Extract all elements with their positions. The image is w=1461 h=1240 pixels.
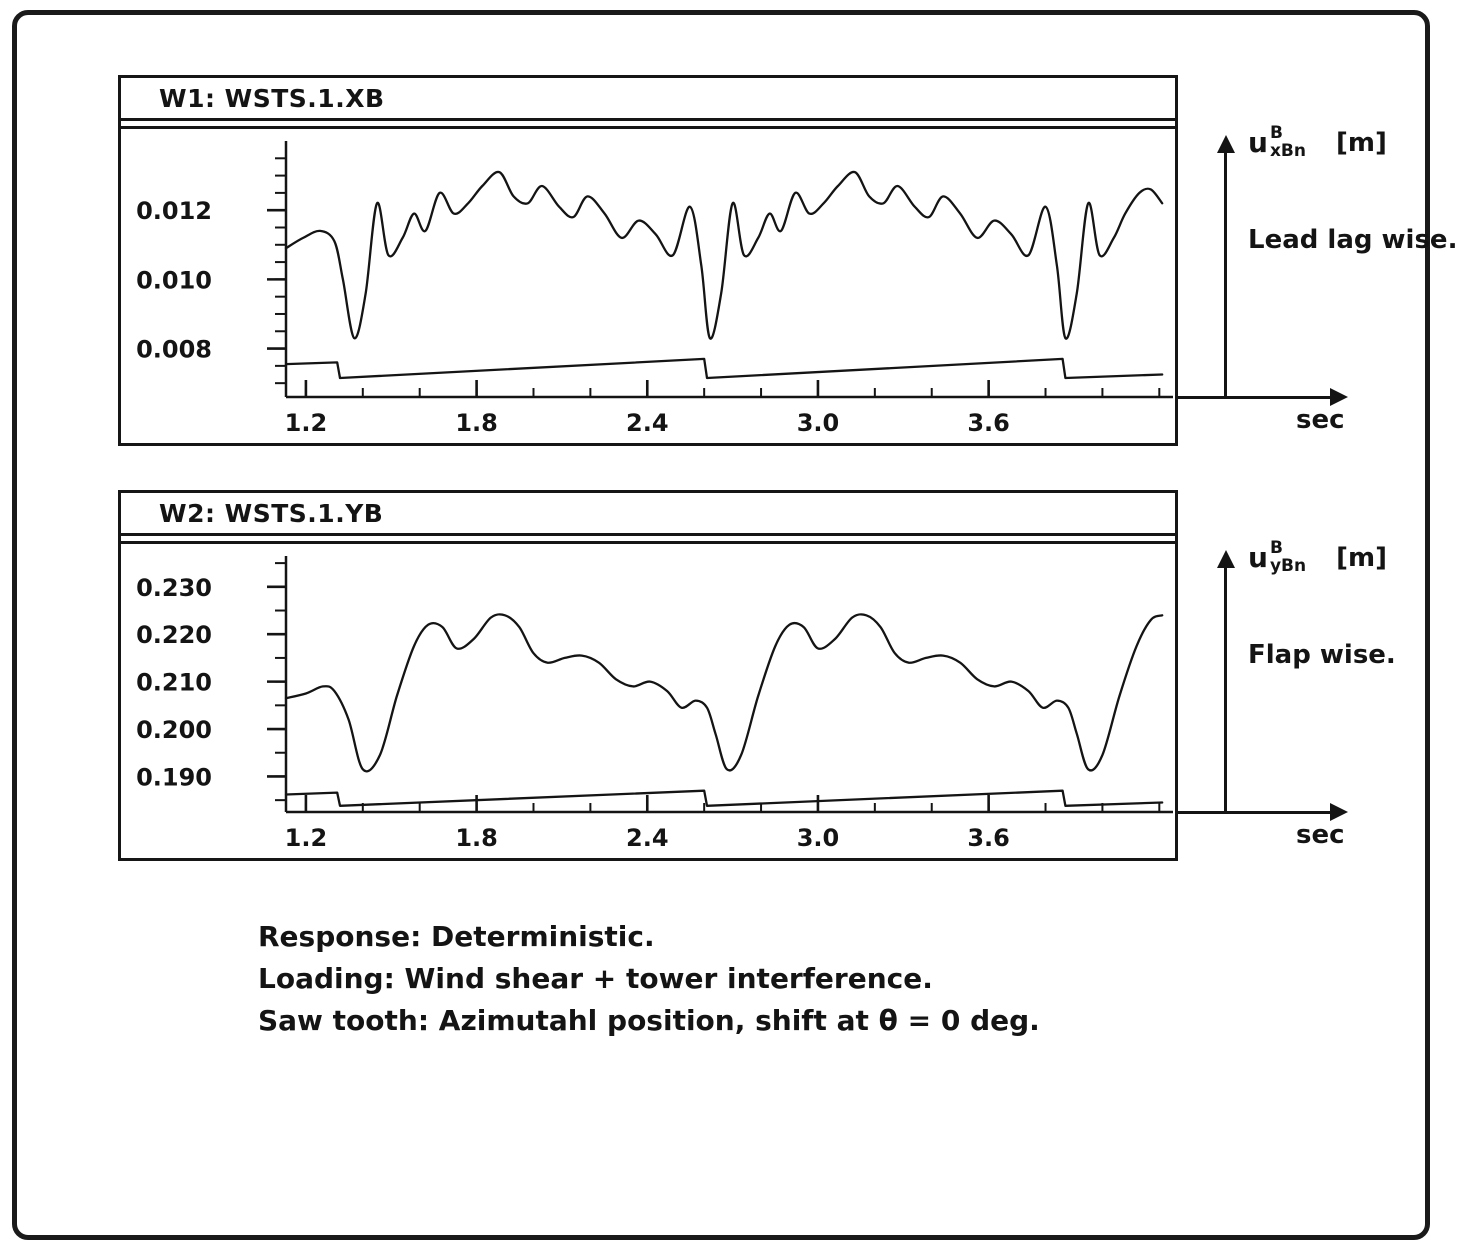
panel-title-w1: W1: WSTS.1.XB — [121, 78, 1175, 121]
chart-panel-w1: W1: WSTS.1.XB 1.2 1.8 2.4 3.0 3.6 0.008 0.010 0… — [118, 75, 1178, 446]
y-axis-label: u B yBn [m] — [1248, 539, 1387, 580]
svg-text:0.220: 0.220 — [136, 621, 212, 649]
y-axis-unit: [m] — [1336, 543, 1387, 573]
w1-plot-canvas: 1.2 1.8 2.4 3.0 3.6 0.008 0.010 0.012 — [136, 141, 1173, 437]
svg-text:1.2: 1.2 — [285, 824, 328, 852]
y-axis-symbol-scripts: B xBn — [1269, 123, 1306, 161]
svg-text:3.0: 3.0 — [797, 824, 840, 852]
panel-title-w2: W2: WSTS.1.YB — [121, 493, 1175, 536]
w1-axis-annotation: u B xBn [m] Lead lag wise. sec — [1178, 75, 1457, 446]
chart-row-w1: W1: WSTS.1.XB 1.2 1.8 2.4 3.0 3.6 0.008 0.010 0… — [118, 75, 1457, 446]
svg-text:3.6: 3.6 — [967, 824, 1010, 852]
svg-text:0.012: 0.012 — [136, 197, 212, 225]
right-arrow-icon — [1330, 388, 1348, 406]
svg-text:1.2: 1.2 — [285, 409, 328, 437]
panel-header-rule — [121, 126, 1175, 129]
svg-text:0.008: 0.008 — [136, 336, 212, 364]
y-axis-symbol-scripts: B yBn — [1269, 538, 1307, 576]
x-axis-arrow — [1178, 395, 1330, 399]
y-axis-symbol: u — [1248, 126, 1268, 159]
svg-text:2.4: 2.4 — [626, 824, 669, 852]
up-arrow-icon — [1216, 135, 1235, 153]
y-axis-subscript: yBn — [1269, 555, 1307, 576]
y-axis-label: u B xBn [m] — [1248, 124, 1387, 165]
svg-text:1.8: 1.8 — [455, 409, 498, 437]
svg-text:0.200: 0.200 — [136, 716, 212, 744]
svg-text:2.4: 2.4 — [626, 409, 669, 437]
y-axis-superscript: B — [1269, 123, 1283, 143]
y-axis-arrow — [1224, 566, 1227, 812]
panel-header-rule — [121, 541, 1175, 544]
w1-caption: Lead lag wise. — [1248, 225, 1458, 255]
x-axis-unit-label: sec — [1296, 820, 1345, 850]
x-axis-arrow — [1178, 810, 1330, 814]
w2-plot-canvas: 1.2 1.8 2.4 3.0 3.6 0.190 0.200 0.210 0.220 0.230 — [136, 556, 1173, 852]
figure-notes: Response: Deterministic. Loading: Wind s… — [258, 916, 1040, 1042]
svg-text:0.010: 0.010 — [136, 266, 212, 294]
y-axis-unit: [m] — [1335, 128, 1387, 158]
y-axis-subscript: xBn — [1269, 140, 1306, 161]
svg-text:3.0: 3.0 — [797, 409, 840, 437]
y-axis-symbol: u — [1248, 541, 1268, 574]
y-axis-superscript: B — [1269, 538, 1283, 558]
up-arrow-icon — [1216, 550, 1235, 568]
x-axis-unit-label: sec — [1296, 405, 1345, 435]
chart-panel-w2: W2: WSTS.1.YB 1.2 1.8 2.4 3.0 3.6 0.190 0.200 0… — [118, 490, 1178, 861]
w2-axis-annotation: u B yBn [m] Flap wise. sec — [1178, 490, 1446, 861]
svg-text:0.230: 0.230 — [136, 574, 212, 602]
right-arrow-icon — [1330, 803, 1348, 821]
note-sawtooth: Saw tooth: Azimutahl position, shift at … — [258, 1004, 1040, 1037]
svg-text:0.190: 0.190 — [136, 763, 212, 791]
note-loading: Loading: Wind shear + tower interference… — [258, 962, 933, 995]
w2-caption: Flap wise. — [1248, 640, 1396, 670]
chart-row-w2: W2: WSTS.1.YB 1.2 1.8 2.4 3.0 3.6 0.190 0.200 0… — [118, 490, 1448, 861]
note-response: Response: Deterministic. — [258, 920, 655, 953]
svg-text:1.8: 1.8 — [455, 824, 498, 852]
y-axis-arrow — [1224, 151, 1227, 397]
svg-text:0.210: 0.210 — [136, 669, 212, 697]
svg-text:3.6: 3.6 — [967, 409, 1010, 437]
